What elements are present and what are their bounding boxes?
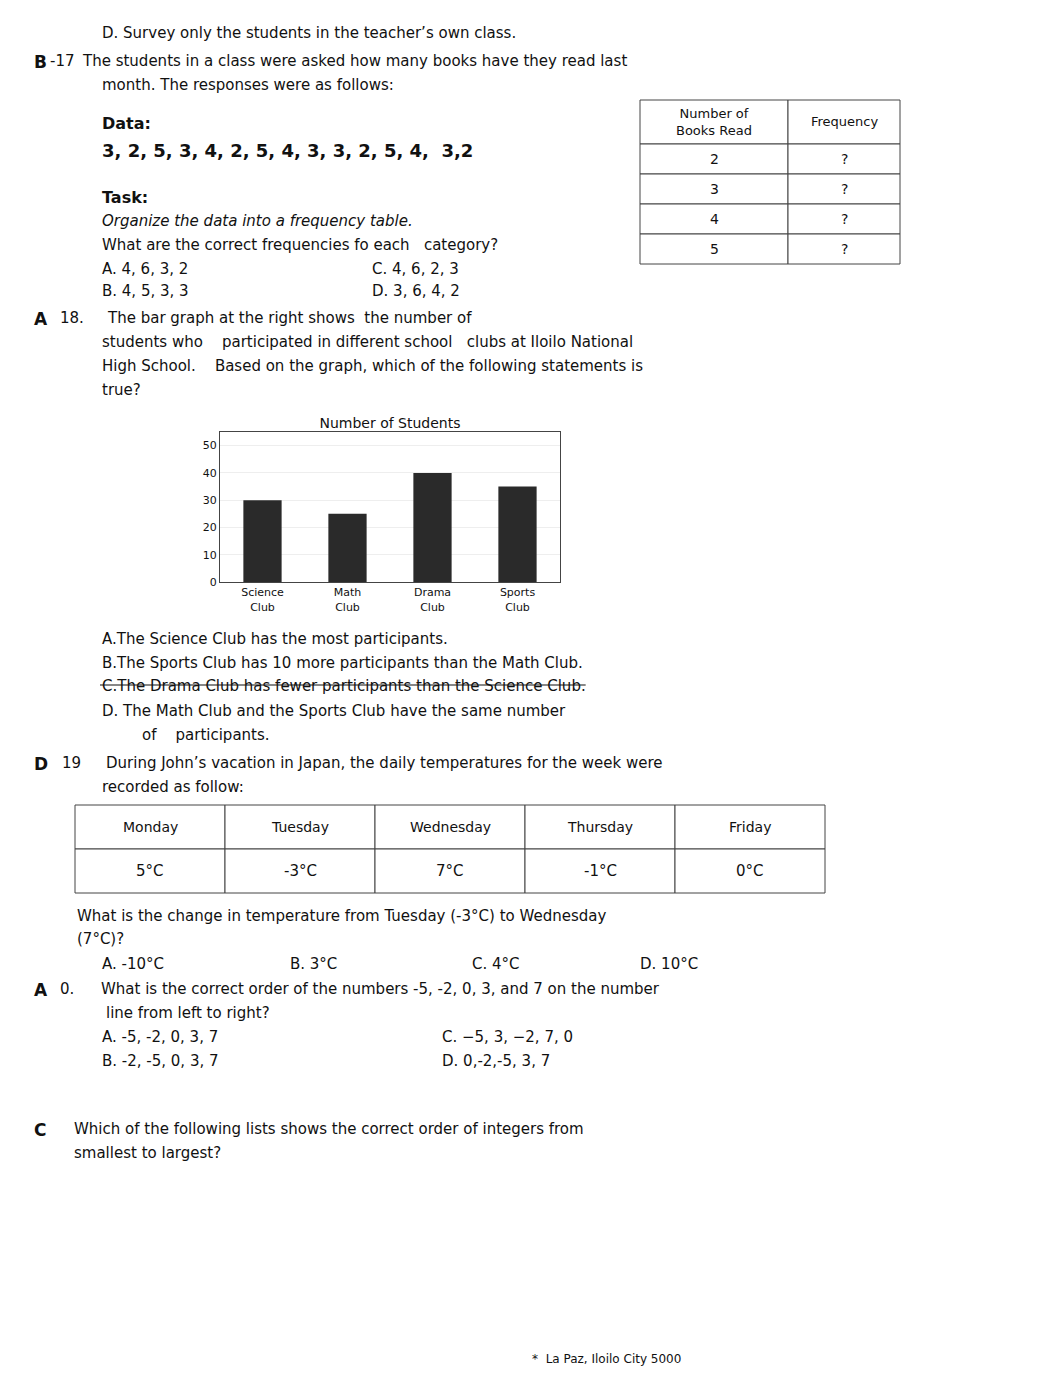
svg-text:3, 2, 5, 3, 4, 2, 5, 4, 3, 3,: 3, 2, 5, 3, 4, 2, 5, 4, 3, 3, 2, 5, 4, 3… [102, 140, 473, 161]
svg-text:C. 4°C: C. 4°C [472, 955, 520, 973]
svg-text:0.: 0. [60, 980, 74, 998]
svg-text:0: 0 [210, 576, 217, 589]
svg-text:Number ofBooks Read: Number ofBooks Read [676, 106, 752, 138]
svg-text:What is the correct order of t: What is the correct order of the numbers… [101, 980, 660, 998]
svg-text:Friday: Friday [729, 819, 771, 835]
svg-text:C.The Drama Club has fewer par: C.The Drama Club has fewer participants … [102, 677, 586, 695]
svg-text:A: A [34, 309, 48, 329]
svg-text:7°C: 7°C [436, 862, 464, 880]
svg-text:C. −5, 3, −2, 7, 0: C. −5, 3, −2, 7, 0 [442, 1028, 573, 1046]
svg-text:students who participated i: students who participated in different s… [102, 333, 633, 351]
svg-text:?: ? [841, 211, 848, 227]
svg-text:Task:: Task: [102, 188, 148, 207]
svg-text:A.The Science Club has the mos: A.The Science Club has the most particip… [102, 630, 448, 648]
svg-text:* La Paz, Iloilo City 5000: * La Paz, Iloilo City 5000 [532, 1352, 681, 1366]
svg-text:D. Survey only the students in: D. Survey only the students in the teach… [102, 24, 516, 42]
svg-text:C. 4, 6, 2, 3: C. 4, 6, 2, 3 [372, 260, 459, 278]
svg-text:MathClub: MathClub [334, 586, 362, 613]
svg-text:smallest to largest?: smallest to largest? [74, 1144, 221, 1162]
svg-text:D. The Math Club and the Sport: D. The Math Club and the Sports Club hav… [102, 702, 566, 720]
svg-text:High School. Based on the g: High School. Based on the graph, which o… [102, 357, 643, 375]
svg-text:of participants.: of participants. [142, 726, 270, 744]
svg-text:Frequency: Frequency [811, 114, 878, 129]
svg-text:-17: -17 [50, 52, 75, 70]
svg-text:Thursday: Thursday [567, 819, 633, 835]
svg-text:D: D [34, 754, 48, 774]
svg-text:A. 4, 6, 3, 2: A. 4, 6, 3, 2 [102, 260, 188, 278]
svg-text:(7°C)?: (7°C)? [77, 930, 124, 948]
svg-text:B. -2, -5, 0, 3, 7: B. -2, -5, 0, 3, 7 [102, 1052, 219, 1070]
svg-text:What are the correct frequenci: What are the correct frequencies fo each… [102, 236, 498, 254]
svg-text:5: 5 [710, 241, 719, 257]
svg-text:line from left to right?: line from left to right? [106, 1004, 270, 1022]
svg-text:B. 3°C: B. 3°C [290, 955, 337, 973]
svg-text:A. -5, -2, 0, 3, 7: A. -5, -2, 0, 3, 7 [102, 1028, 218, 1046]
svg-text:What is the change in temperat: What is the change in temperature from T… [77, 907, 606, 925]
svg-text:B. 4, 5, 3, 3: B. 4, 5, 3, 3 [102, 282, 189, 300]
svg-text:?: ? [841, 241, 848, 257]
svg-text:50: 50 [203, 439, 217, 452]
svg-text:30: 30 [203, 494, 217, 507]
svg-text:5°C: 5°C [136, 862, 164, 880]
svg-text:C: C [34, 1120, 46, 1140]
svg-text:B.The Sports Club has 10 more: B.The Sports Club has 10 more participan… [102, 654, 583, 672]
svg-text:3: 3 [710, 181, 719, 197]
svg-text:20: 20 [203, 521, 217, 534]
svg-text:Monday: Monday [123, 819, 178, 835]
svg-text:Number of Students: Number of Students [319, 415, 460, 431]
svg-text:During John’s vacation in Japa: During John’s vacation in Japan, the dai… [106, 754, 662, 772]
svg-text:4: 4 [710, 211, 719, 227]
svg-text:Data:: Data: [102, 114, 151, 133]
svg-text:19: 19 [62, 754, 81, 772]
svg-text:Organize the data into a frequ: Organize the data into a frequency table… [102, 212, 413, 230]
svg-text:month. The responses were as f: month. The responses were as follows: [102, 76, 394, 94]
svg-text:Which of the following lists s: Which of the following lists shows the c… [74, 1120, 584, 1138]
svg-text:The students in a class were a: The students in a class were asked how m… [82, 52, 627, 70]
svg-text:?: ? [841, 151, 848, 167]
svg-text:D. 3, 6, 4, 2: D. 3, 6, 4, 2 [372, 282, 460, 300]
svg-text:10: 10 [203, 549, 217, 562]
svg-text:DramaClub: DramaClub [414, 586, 451, 613]
svg-text:Tuesday: Tuesday [271, 819, 329, 835]
svg-text:0°C: 0°C [736, 862, 764, 880]
svg-text:?: ? [841, 181, 848, 197]
svg-text:D. 0,-2,-5, 3, 7: D. 0,-2,-5, 3, 7 [442, 1052, 550, 1070]
svg-text:A. -10°C: A. -10°C [102, 955, 164, 973]
svg-text:D. 10°C: D. 10°C [640, 955, 698, 973]
svg-text:ScienceClub: ScienceClub [241, 586, 284, 613]
svg-text:2: 2 [710, 151, 719, 167]
svg-text:B: B [34, 52, 47, 72]
svg-text:SportsClub: SportsClub [500, 586, 536, 613]
svg-text:The bar graph at the right sho: The bar graph at the right shows the num… [107, 309, 472, 327]
svg-text:-3°C: -3°C [284, 862, 317, 880]
svg-text:Wednesday: Wednesday [410, 819, 491, 835]
svg-text:recorded as follow:: recorded as follow: [102, 778, 244, 796]
svg-text:40: 40 [203, 467, 217, 480]
svg-text:A: A [34, 980, 48, 1000]
svg-text:true?: true? [102, 381, 141, 399]
svg-text:18.: 18. [60, 309, 84, 327]
svg-text:-1°C: -1°C [584, 862, 617, 880]
